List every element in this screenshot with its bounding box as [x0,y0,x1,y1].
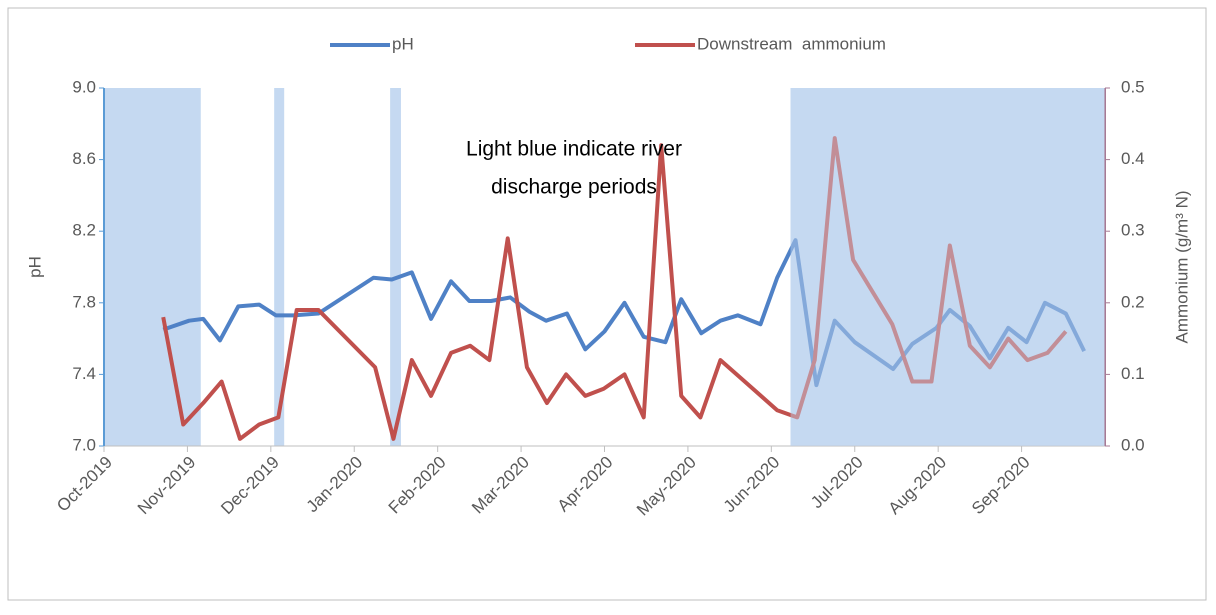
y-tick-label: 7.8 [72,292,96,311]
y2-axis-title: Ammonium (g/m³ N) [1172,190,1191,343]
discharge-period [104,88,201,446]
y2-tick-label: 0.3 [1121,221,1145,240]
y-tick-label: 7.0 [72,435,96,454]
y-axis-title: pH [25,256,44,278]
series-line [162,238,1086,388]
y-tick-label: 8.6 [72,149,96,168]
shade-layer [104,88,1105,446]
y2-tick-label: 0.2 [1121,292,1145,311]
y2-tick-label: 0.1 [1121,364,1145,383]
y2-tick-label: 0.0 [1121,435,1145,454]
legend-label: Downstream ammonium [697,34,886,53]
series-line [161,136,1068,441]
y2-tick-label: 0.4 [1121,149,1145,168]
y-tick-label: 8.2 [72,221,96,240]
y-tick-label: 9.0 [72,77,96,96]
annotation: discharge periods [491,176,657,199]
y-tick-label: 7.4 [72,364,96,383]
legend-label: pH [392,34,414,53]
line-layer [161,136,1086,441]
annotation: Light blue indicate river [466,138,682,161]
discharge-period [274,88,285,446]
y2-tick-label: 0.5 [1121,77,1145,96]
grid-layer [99,87,1110,452]
discharge-period-overlay [790,88,1105,446]
discharge-period [390,88,401,446]
